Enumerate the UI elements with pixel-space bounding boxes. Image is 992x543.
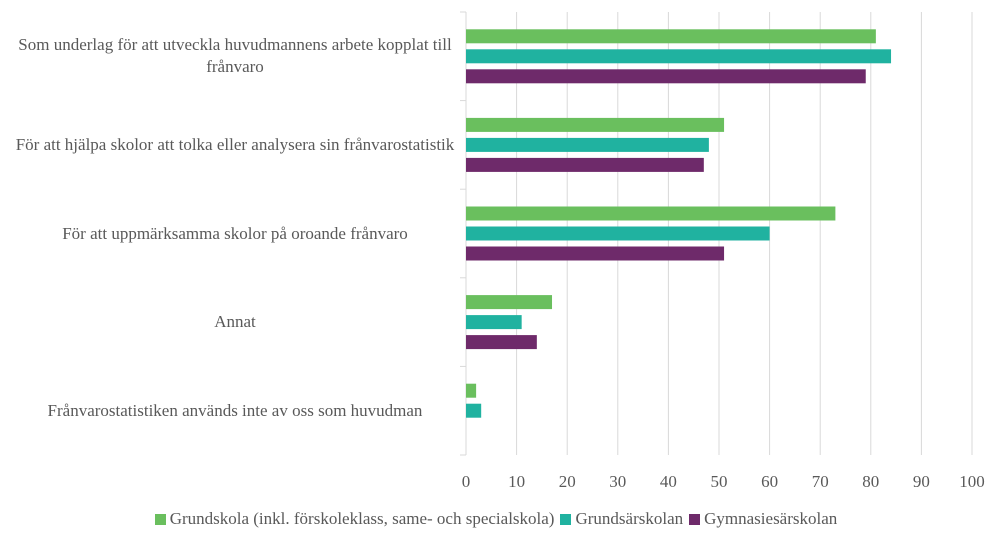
legend-label: Gymnasiesärskolan (704, 509, 838, 528)
x-tick-label: 0 (462, 472, 471, 491)
legend-item: Grundskola (inkl. förskoleklass, same- o… (154, 509, 555, 529)
bar (466, 29, 876, 44)
bar (466, 383, 477, 398)
x-tick-label: 90 (913, 472, 930, 491)
x-tick-label: 50 (711, 472, 728, 491)
bar (466, 157, 704, 172)
bar (466, 206, 836, 221)
x-tick-label: 20 (559, 472, 576, 491)
x-tick-label: 80 (862, 472, 879, 491)
legend-label: Grundskola (inkl. förskoleklass, same- o… (169, 509, 555, 528)
legend-swatch (154, 513, 166, 525)
x-tick-label: 100 (959, 472, 985, 491)
bar (466, 295, 553, 310)
y-tick-label: Annat (214, 312, 256, 332)
bar (466, 335, 537, 350)
x-tick-label: 30 (609, 472, 626, 491)
bar (466, 69, 866, 84)
bar (466, 315, 522, 330)
bar (466, 117, 725, 132)
bar (466, 403, 482, 418)
x-tick-label: 40 (660, 472, 677, 491)
y-tick-label: För att hjälpa skolor att tolka eller an… (15, 134, 455, 154)
x-tick-label: 10 (508, 472, 525, 491)
bar (466, 246, 725, 261)
legend-swatch (560, 513, 572, 525)
bar (466, 226, 770, 241)
x-tick-label: 70 (812, 472, 829, 491)
y-tick-label: Som underlag för att utveckla huvudmanne… (18, 35, 452, 77)
legend-item: Grundsärskolan (560, 509, 683, 529)
legend-label: Grundsärskolan (575, 509, 684, 528)
x-tick-label: 60 (761, 472, 778, 491)
y-tick-label: Frånvarostatistiken används inte av oss … (47, 400, 423, 420)
legend-swatch (689, 513, 701, 525)
y-tick-label: För att uppmärksamma skolor på oroande f… (62, 223, 408, 243)
legend: Grundskola (inkl. förskoleklass, same- o… (0, 509, 992, 529)
legend-item: Gymnasiesärskolan (689, 509, 837, 529)
bar (466, 49, 892, 64)
bar (466, 137, 709, 152)
